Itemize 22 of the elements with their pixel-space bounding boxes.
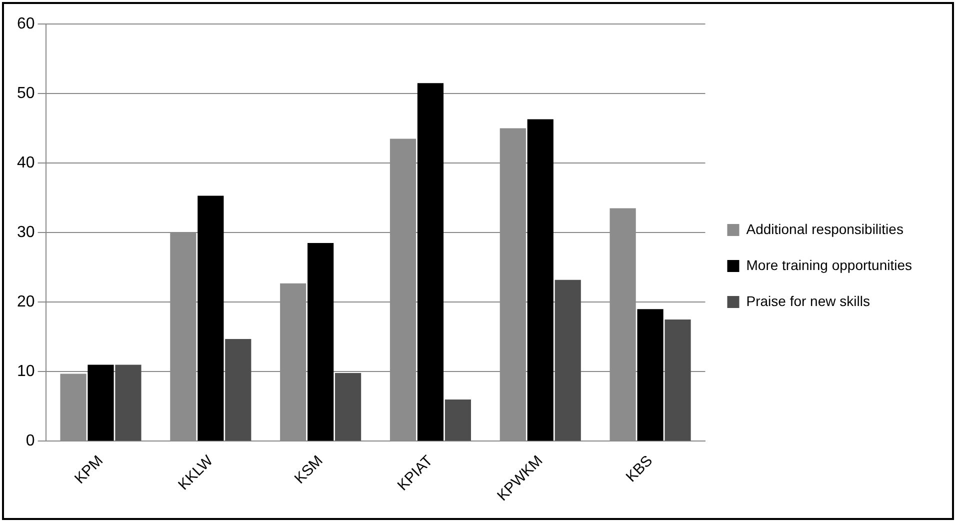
bar xyxy=(88,364,114,441)
bar xyxy=(637,309,664,441)
bar xyxy=(664,320,691,441)
y-tick-label: 50 xyxy=(17,84,35,102)
bar xyxy=(115,364,142,441)
bar xyxy=(334,373,362,441)
legend-label: Additional responsibilities xyxy=(746,220,904,237)
bar xyxy=(527,119,554,441)
y-tick-label: 40 xyxy=(17,154,35,172)
bar xyxy=(417,83,444,441)
y-tick-label: 60 xyxy=(17,15,35,32)
bar xyxy=(444,399,471,441)
y-tick-label: 30 xyxy=(17,224,35,242)
bar xyxy=(198,196,224,441)
legend-label: Praise for new skills xyxy=(746,292,870,309)
bar xyxy=(225,338,252,441)
y-tick-label: 10 xyxy=(17,363,35,380)
y-tick-label: 0 xyxy=(26,432,35,450)
y-tick-label: 20 xyxy=(17,294,35,311)
bar xyxy=(308,243,334,441)
legend-label: More training opportunities xyxy=(746,256,912,273)
bar xyxy=(554,280,581,441)
